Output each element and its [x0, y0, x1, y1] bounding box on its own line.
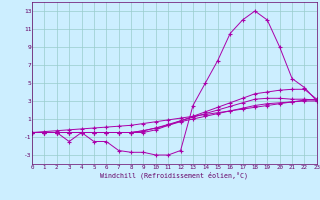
- X-axis label: Windchill (Refroidissement éolien,°C): Windchill (Refroidissement éolien,°C): [100, 171, 248, 179]
